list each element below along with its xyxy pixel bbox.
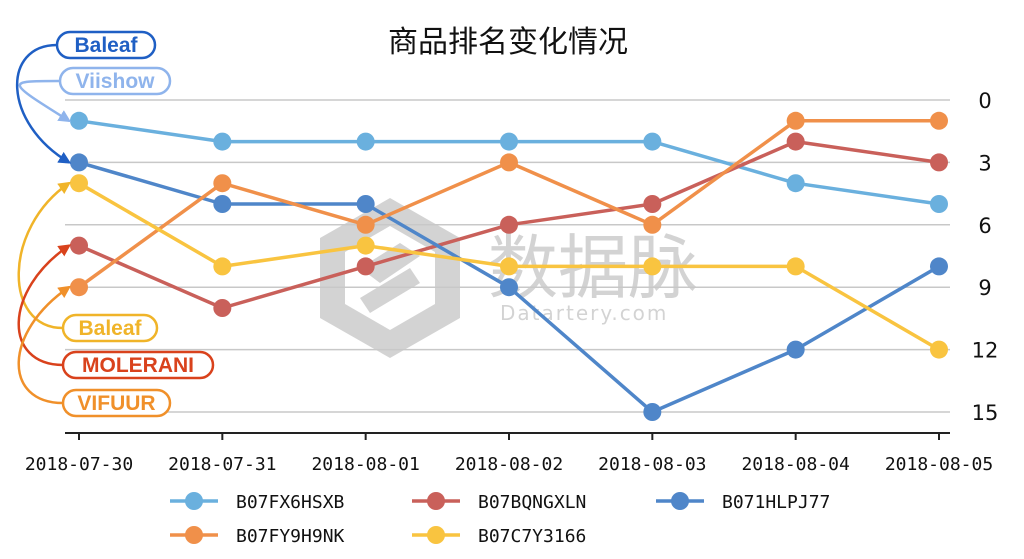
legend-label: B07BQNGXLN (478, 492, 586, 513)
data-point (356, 132, 375, 151)
brand-annotations: Baleaf Viishow Baleaf MOLERANI VIFUUR (15, 30, 215, 418)
x-tick-label: 2018-07-30 (25, 454, 133, 475)
x-tick-label: 2018-08-04 (741, 454, 849, 475)
annotation-label: Baleaf (78, 317, 142, 340)
data-point (70, 153, 88, 172)
annotation-arrow (17, 285, 72, 405)
legend-label: B07FY9H9NK (236, 526, 345, 547)
data-point (786, 257, 805, 276)
y-tick-label: 6 (978, 214, 991, 238)
data-point (356, 236, 375, 255)
data-point (70, 236, 88, 255)
annotation-label: Viishow (76, 70, 156, 93)
data-point (356, 257, 375, 276)
data-point (930, 195, 948, 213)
y-tick-label: 12 (972, 339, 999, 363)
data-point (70, 111, 88, 130)
data-point (70, 174, 88, 193)
data-point (786, 340, 805, 359)
x-tick-label: 2018-07-31 (168, 454, 276, 475)
y-tick-label: 15 (972, 401, 999, 425)
data-point (930, 340, 948, 359)
y-tick-label: 0 (978, 89, 991, 113)
annotation-label: MOLERANI (82, 354, 194, 377)
data-point (500, 278, 518, 297)
data-point (213, 195, 232, 213)
data-point (70, 278, 88, 297)
data-point (643, 132, 662, 151)
series (70, 111, 948, 421)
x-tick-label: 2018-08-03 (598, 454, 706, 475)
data-point (643, 403, 662, 421)
legend-label: B07C7Y3166 (478, 526, 586, 547)
data-point (213, 299, 232, 317)
watermark-en: Datartery.com (500, 301, 668, 325)
data-point (213, 132, 232, 151)
data-point (786, 111, 805, 130)
data-point (930, 257, 948, 276)
annotation-baleaf: Baleaf (17, 181, 159, 343)
legend-label: B07FX6HSXB (236, 492, 344, 513)
data-point (500, 153, 518, 172)
annotation-vifuur: VIFUUR (17, 285, 172, 418)
legend-marker (427, 492, 445, 510)
legend-marker (185, 526, 203, 544)
legend-marker (671, 492, 689, 510)
data-point (213, 257, 232, 276)
annotation-arrow (18, 79, 72, 123)
data-point (786, 132, 805, 151)
axes: 0 3 6 9 12 15 2018-07-30 2018-07-31 2018-08-01 20… (25, 89, 999, 475)
data-point (213, 174, 232, 193)
data-point (356, 195, 375, 213)
y-tick-label: 9 (978, 276, 991, 300)
annotation-viishow: Viishow (18, 66, 172, 123)
data-point (786, 174, 805, 193)
legend: B07FX6HSXB B07BQNGXLN B071HLPJ77 B07FY9H9NK… (170, 492, 830, 547)
annotation-label: VIFUUR (77, 392, 155, 415)
data-point (500, 257, 518, 276)
annotation-molerani: MOLERANI (17, 244, 215, 380)
legend-marker (427, 526, 445, 544)
legend-label: B071HLPJ77 (722, 492, 830, 513)
x-tick-label: 2018-08-01 (311, 454, 419, 475)
annotation-arrow (15, 43, 72, 164)
chart-title: 商品排名变化情况 (388, 25, 628, 60)
x-tick-label: 2018-08-02 (455, 454, 563, 475)
data-point (643, 215, 662, 234)
annotation-baleaf: Baleaf (15, 30, 157, 164)
data-point (643, 195, 662, 213)
y-tick-label: 3 (978, 151, 991, 175)
data-point (356, 215, 375, 234)
data-point (500, 215, 518, 234)
annotation-arrow (17, 244, 72, 367)
data-point (643, 257, 662, 276)
x-tick-label: 2018-08-05 (885, 454, 993, 475)
data-point (930, 153, 948, 172)
annotation-label: Baleaf (74, 34, 138, 57)
data-point (500, 132, 518, 151)
legend-marker (185, 492, 203, 510)
data-point (930, 111, 948, 130)
annotation-arrow (17, 181, 72, 330)
